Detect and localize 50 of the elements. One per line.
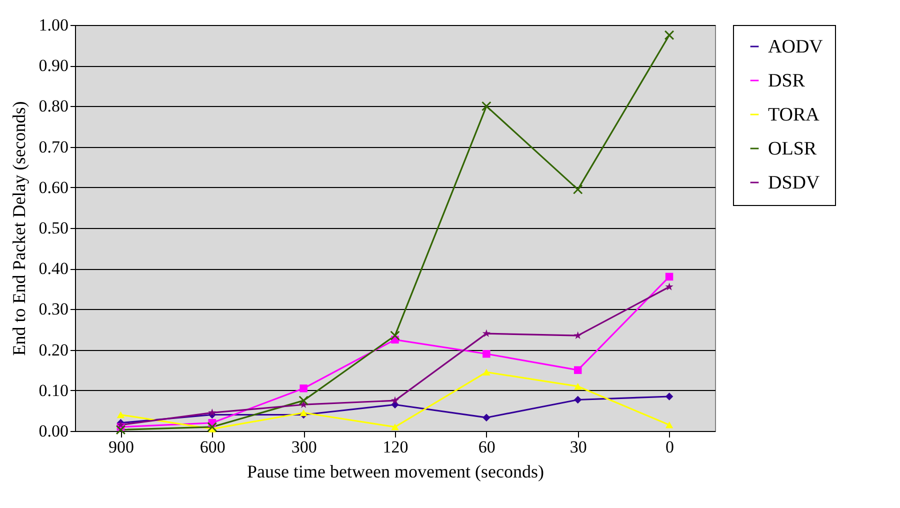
point [574, 331, 582, 340]
y-tick-label: 1.00 [38, 16, 68, 34]
x-tick-label: 60 [478, 438, 496, 456]
point [298, 396, 309, 406]
y-tick-label: 0.20 [38, 340, 68, 360]
point [572, 184, 583, 194]
y-tick-label: 0.60 [38, 178, 68, 197]
x-tick-label: 900 [108, 438, 134, 456]
legend-label: DSR [768, 70, 806, 92]
y-tick-label: 0.40 [38, 259, 68, 278]
point [207, 422, 218, 432]
legend-label: AODV [768, 36, 824, 58]
point [390, 396, 400, 404]
x-tick-label: 600 [200, 438, 226, 456]
point [574, 366, 582, 374]
x-tick-label: 300 [291, 438, 317, 456]
legend-label: OLSR [768, 138, 817, 160]
point [300, 384, 308, 392]
y-tick-label: 0.00 [38, 422, 68, 440]
x-tick-label: 30 [570, 438, 587, 456]
point [390, 330, 400, 341]
y-tick-label: 0.10 [38, 380, 68, 400]
point [482, 329, 490, 338]
point [574, 396, 582, 404]
point [665, 422, 674, 428]
y-tick-label: 0.50 [38, 218, 68, 238]
point [116, 411, 125, 418]
x-axis-title: Pause time between movement (seconds) [247, 462, 544, 482]
point [665, 392, 674, 400]
y-tick-label: 0.80 [38, 96, 68, 116]
legend-label: TORA [768, 104, 820, 126]
x-tick-label: 120 [382, 438, 408, 456]
legend-label: DSDV [768, 172, 820, 194]
y-tick-label: 0.90 [38, 56, 68, 76]
point [208, 408, 216, 416]
point [482, 368, 490, 376]
point [116, 424, 126, 435]
point [664, 30, 674, 40]
point [300, 409, 308, 416]
point [391, 424, 399, 430]
point [482, 414, 490, 422]
point [574, 382, 582, 390]
y-tick-label: 0.70 [38, 137, 68, 156]
point [482, 350, 490, 358]
point [481, 101, 492, 112]
point [665, 282, 674, 290]
y-tick-label: 0.30 [38, 300, 68, 319]
point [665, 272, 674, 281]
y-axis-title: End to End Packet Delay (seconds) [8, 101, 29, 356]
x-tick-label: 0 [666, 438, 674, 456]
